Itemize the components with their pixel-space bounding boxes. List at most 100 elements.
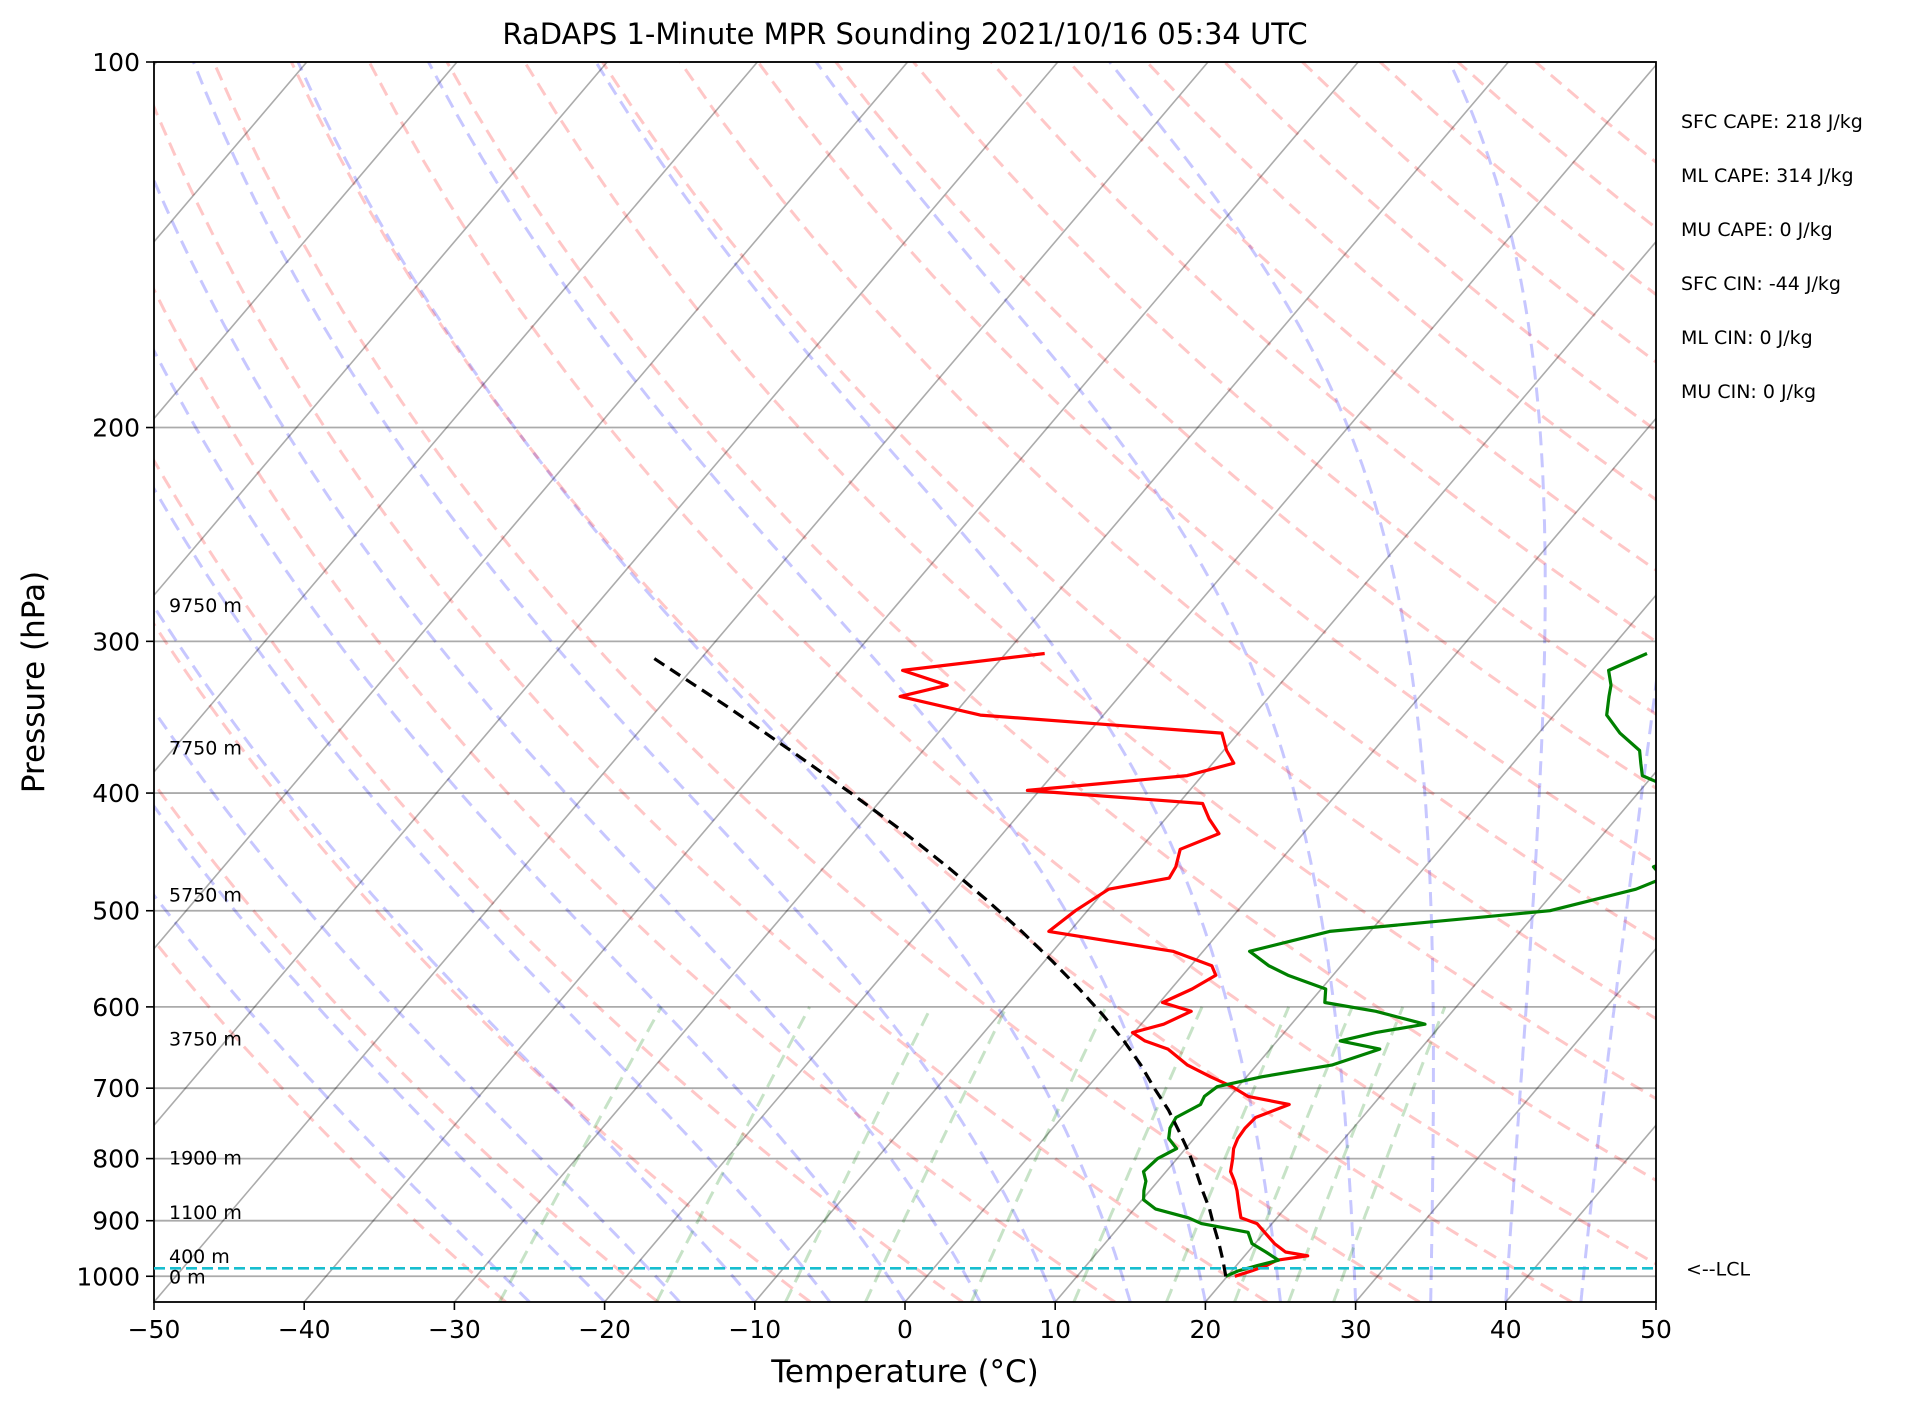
profile-series — [653, 651, 1656, 1278]
dry-adiabat — [601, 62, 1656, 1021]
dry-adiabat — [912, 62, 1656, 717]
isotherm — [1054, 593, 1656, 1302]
y-tick-label: 300 — [92, 627, 140, 656]
moist-adiabat — [154, 892, 531, 1302]
x-tick-label: 0 — [897, 1315, 913, 1344]
x-tick-label: −10 — [728, 1315, 781, 1344]
isotherm — [904, 417, 1656, 1302]
dry-adiabat — [154, 781, 659, 1302]
y-tick-label: 800 — [92, 1145, 140, 1174]
moist-adiabat — [814, 62, 1358, 1302]
isotherm — [1204, 770, 1656, 1302]
dry-adiabat — [154, 102, 1269, 1302]
plot-frame — [153, 61, 1657, 1303]
y-tick-label: 500 — [92, 897, 140, 926]
dry-adiabat — [154, 621, 812, 1302]
dry-adiabat — [154, 457, 964, 1302]
height-label: 0 m — [169, 1266, 206, 1288]
moist-adiabat — [192, 62, 1057, 1302]
mixing-ratio-line — [784, 1006, 933, 1302]
y-tick-label: 1000 — [76, 1262, 140, 1291]
isotherm — [0, 62, 6, 1302]
dry-adiabat — [679, 62, 1656, 943]
stat-line: ML CAPE: 314 J/kg — [1681, 165, 1854, 187]
mixing-ratio-line — [969, 1006, 1108, 1302]
moist-adiabat — [1448, 62, 1547, 1302]
dry-adiabat — [1301, 62, 1656, 364]
moist-adiabat — [154, 485, 832, 1302]
isotherm — [1354, 947, 1656, 1302]
moist-adiabat — [1579, 673, 1656, 1302]
isotherm — [453, 62, 1510, 1302]
isotherm — [154, 62, 759, 774]
lcl-marker: <--LCL — [154, 1258, 1750, 1280]
moist-adiabat — [427, 62, 1207, 1302]
dewpoint-line — [1141, 652, 1656, 1278]
mixing-ratio-line — [1233, 1006, 1354, 1302]
stat-line: SFC CIN: -44 J/kg — [1681, 273, 1841, 295]
height-label: 3750 m — [169, 1028, 242, 1050]
x-tick-label: 10 — [1039, 1315, 1071, 1344]
mixing-ratio-line — [1332, 1006, 1447, 1302]
stat-line: ML CIN: 0 J/kg — [1681, 327, 1813, 349]
dry-adiabat — [1456, 62, 1656, 230]
moist-adiabat — [154, 603, 756, 1302]
mixing-ratio-line — [655, 1006, 811, 1302]
pressure-gridlines — [154, 61, 1656, 1278]
dry-adiabat — [523, 62, 1656, 1101]
moist-adiabat — [154, 347, 907, 1302]
background-reference-lines — [0, 62, 1656, 1302]
dry-adiabat — [756, 62, 1656, 866]
y-tick-label: 200 — [92, 414, 140, 443]
y-tick-label: 400 — [92, 779, 140, 808]
x-tick-label: −30 — [428, 1315, 481, 1344]
height-label: 400 m — [169, 1246, 230, 1268]
dry-adiabat — [154, 938, 507, 1302]
height-label: 1100 m — [169, 1202, 242, 1224]
y-tick-label: 700 — [92, 1074, 140, 1103]
x-axis-ticks: −50 −40 −30 −20 −10 0 10 20 30 40 50 — [128, 1302, 1672, 1344]
height-label: 9750 m — [169, 595, 242, 617]
stat-line: MU CIN: 0 J/kg — [1681, 381, 1816, 403]
x-axis-label: Temperature (°C) — [770, 1354, 1039, 1390]
moist-adiabat — [296, 62, 1132, 1302]
chart-title: RaDAPS 1-Minute MPR Sounding 2021/10/16 … — [502, 17, 1307, 51]
isotherm — [754, 240, 1656, 1302]
y-axis-ticks: 100 200 300 400 500 600 700 800 900 1000 — [76, 48, 154, 1291]
y-tick-label: 100 — [92, 48, 140, 77]
dry-adiabat — [1223, 62, 1656, 433]
dry-adiabat — [445, 62, 1656, 1183]
y-axis-label: Pressure (hPa) — [16, 571, 52, 793]
stat-line: MU CAPE: 0 J/kg — [1681, 219, 1833, 241]
height-labels: 9750 m 7750 m 5750 m 3750 m 1900 m 1100 m 400 … — [169, 595, 242, 1288]
y-tick-label: 900 — [92, 1207, 140, 1236]
x-tick-label: 40 — [1490, 1315, 1522, 1344]
isotherm — [1505, 1124, 1656, 1302]
parcel-line — [653, 657, 1228, 1277]
dry-adiabat — [990, 62, 1656, 644]
isotherm — [154, 62, 458, 420]
x-tick-label: 50 — [1640, 1315, 1672, 1344]
x-tick-label: −50 — [128, 1315, 181, 1344]
moist-adiabat — [154, 803, 606, 1302]
stability-stats: SFC CAPE: 218 J/kg ML CAPE: 314 J/kg MU CA… — [1681, 111, 1863, 403]
mixing-ratio-line — [864, 1006, 1008, 1302]
mixing-ratio-line — [498, 1006, 663, 1302]
x-tick-label: −20 — [578, 1315, 631, 1344]
height-label: 7750 m — [169, 738, 242, 760]
moist-adiabat — [154, 176, 982, 1302]
height-label: 1900 m — [169, 1147, 242, 1169]
x-tick-label: 30 — [1340, 1315, 1372, 1344]
isotherm — [303, 62, 1359, 1302]
stat-line: SFC CAPE: 218 J/kg — [1681, 111, 1863, 133]
mixing-ratio-line — [1287, 1006, 1405, 1302]
dry-adiabat — [367, 62, 1656, 1266]
isotherm — [154, 62, 909, 950]
isotherm — [1655, 1300, 1656, 1302]
isotherm — [154, 62, 608, 597]
y-tick-label: 600 — [92, 993, 140, 1022]
mixing-ratio-line — [1165, 1006, 1291, 1302]
lcl-label: <--LCL — [1686, 1258, 1750, 1280]
moist-adiabat — [154, 708, 681, 1302]
